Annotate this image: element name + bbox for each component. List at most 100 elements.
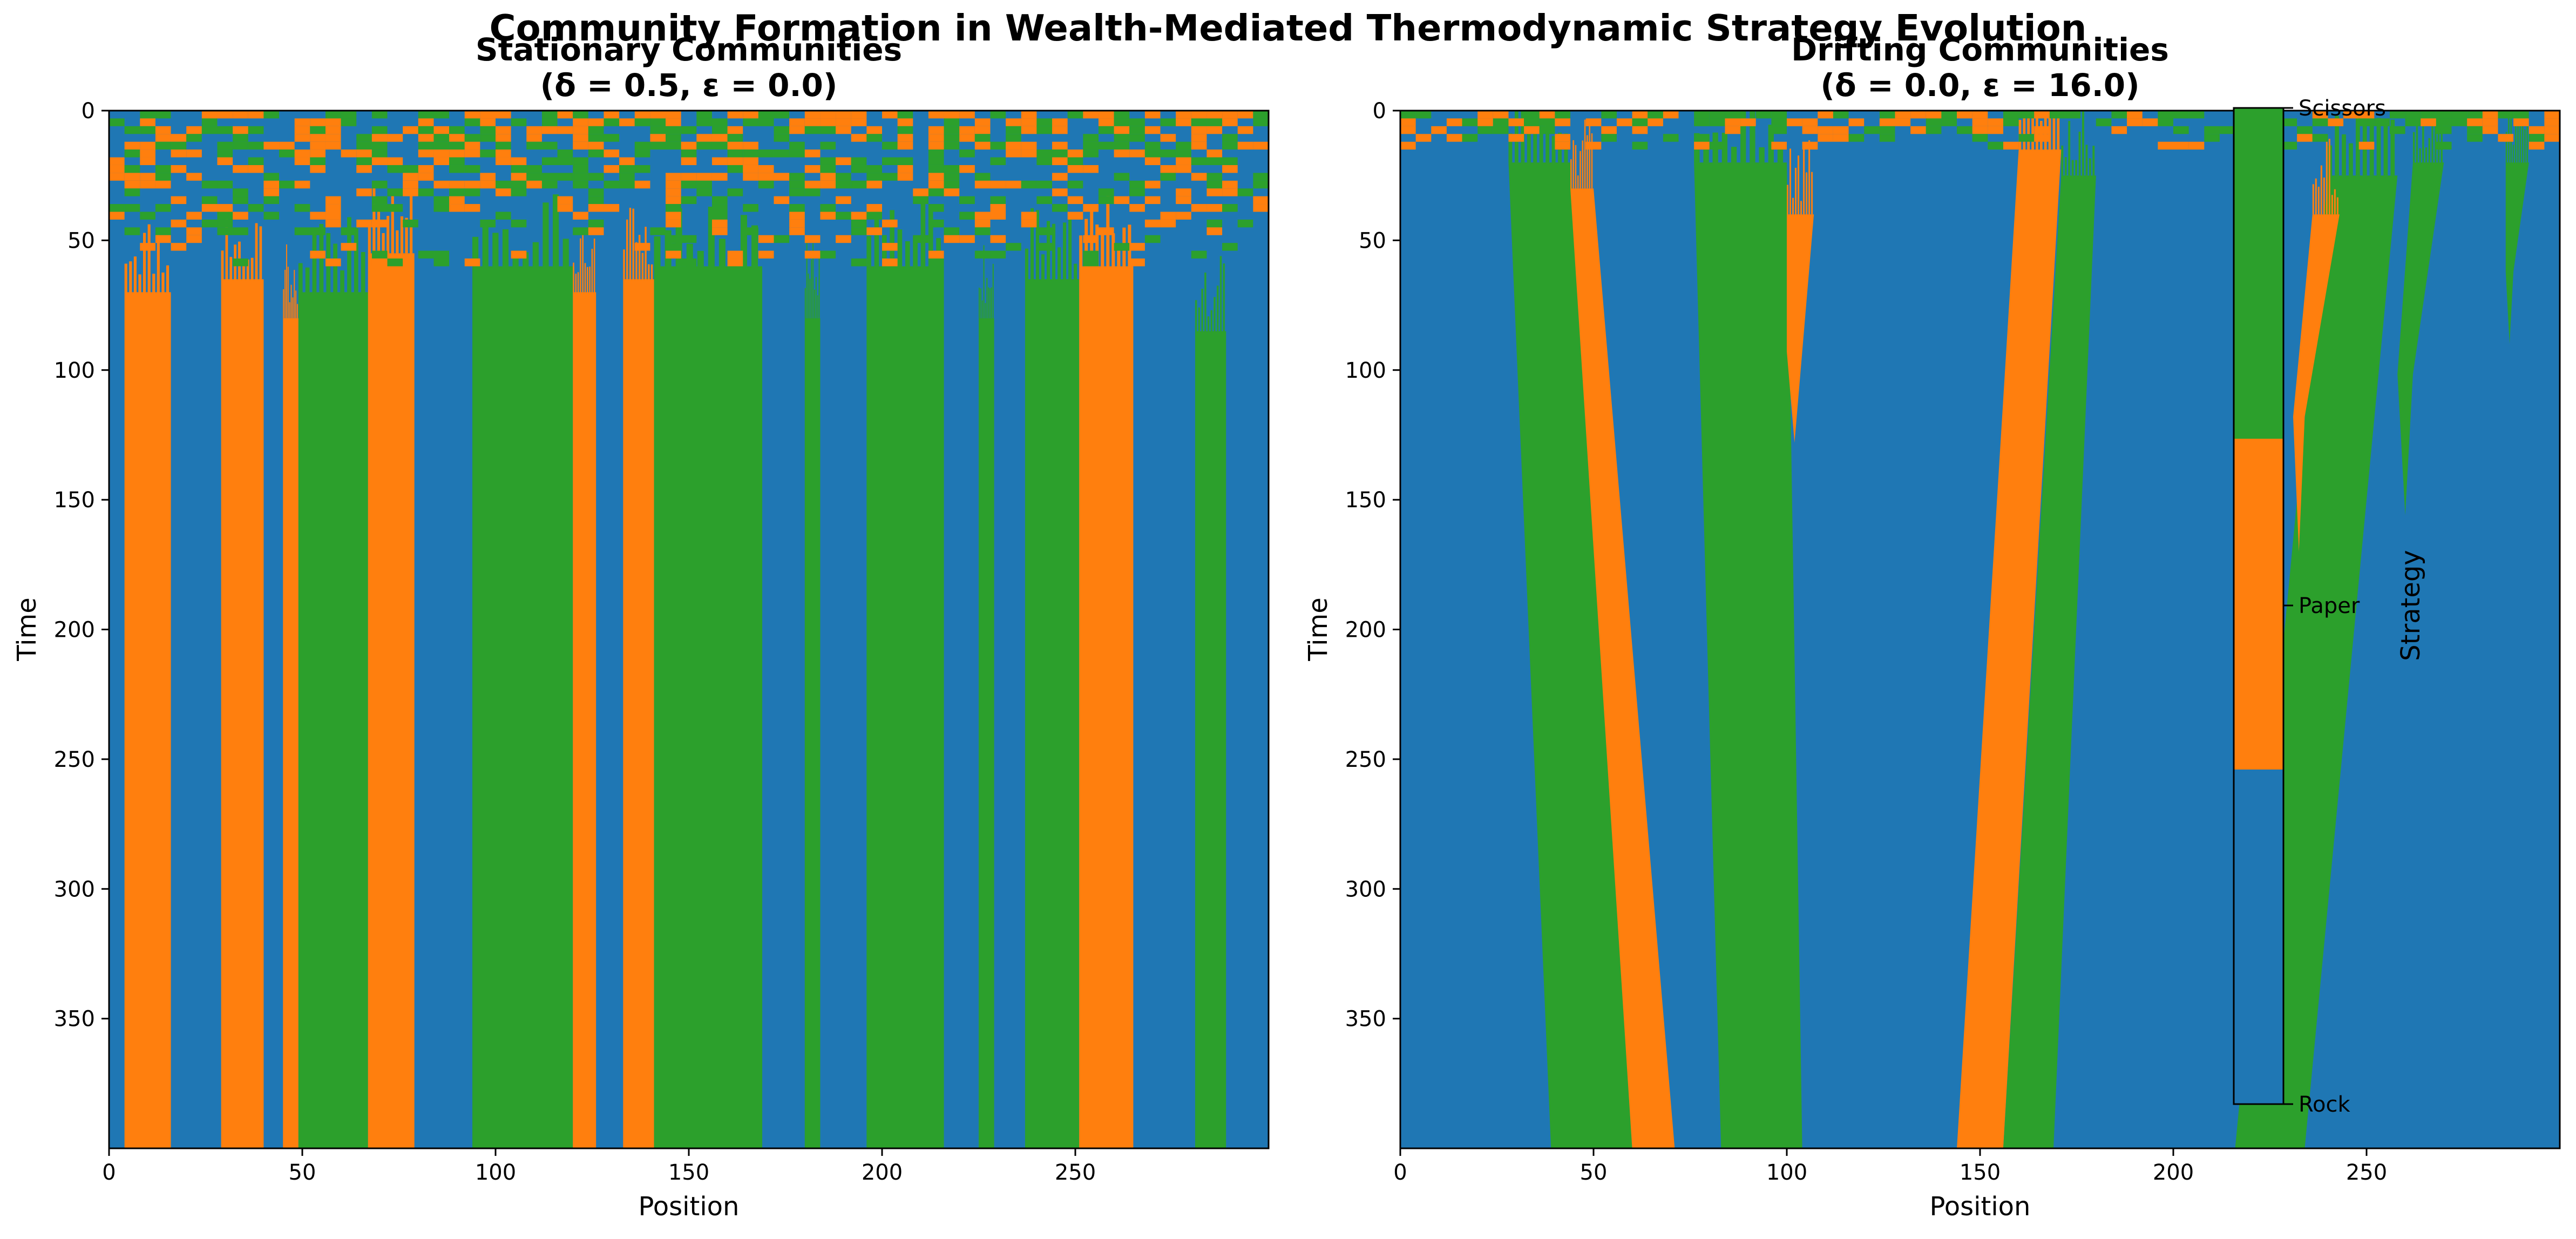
noise-cell [990, 196, 1006, 205]
noise-cell [433, 196, 450, 205]
domain-fringe [591, 249, 593, 292]
noise-cell [944, 235, 960, 243]
noise-cell [1400, 111, 1416, 119]
noise-cell [774, 196, 790, 205]
noise-cell [325, 118, 341, 126]
domain-fringe [577, 272, 579, 292]
noise-cell [496, 157, 511, 165]
noise-cell [1021, 118, 1037, 126]
noise-cell [2297, 126, 2313, 134]
noise-cell [124, 204, 140, 212]
noise-cell [573, 157, 588, 165]
noise-cell [1176, 141, 1191, 150]
noise-cell [897, 118, 913, 126]
noise-cell [171, 165, 187, 173]
left-heatmap-panel: Stationary Communities (δ = 0.5, ε = 0.0… [12, 31, 1270, 1222]
noise-cell [758, 235, 774, 243]
noise-cell [1802, 118, 1818, 126]
noise-cell [1036, 118, 1053, 126]
noise-cell [1114, 141, 1130, 150]
noise-cell [263, 180, 280, 189]
domain-fringe [1572, 140, 1574, 189]
noise-cell [604, 149, 620, 158]
noise-cell [789, 126, 805, 134]
noise-cell [1539, 118, 1555, 126]
noise-cell [1802, 141, 1818, 150]
noise-cell [1114, 149, 1130, 158]
domain-fringe [368, 224, 371, 254]
noise-cell [1771, 118, 1787, 126]
domain-fringe [2526, 111, 2528, 163]
noise-cell [650, 118, 666, 126]
noise-cell [433, 111, 450, 119]
noise-cell [1253, 204, 1269, 212]
noise-cell [1160, 165, 1176, 173]
domain-fringe [1195, 300, 1197, 331]
domain-fringe [2428, 138, 2430, 163]
noise-cell [604, 118, 620, 126]
noise-cell [804, 188, 821, 196]
x-tick-label: 250 [1055, 1160, 1096, 1185]
noise-cell [2467, 118, 2483, 126]
noise-cell [727, 157, 743, 165]
noise-cell [480, 180, 496, 189]
noise-cell [263, 196, 280, 205]
noise-cell [619, 157, 635, 165]
domain-fringe [981, 300, 983, 318]
noise-cell [1222, 188, 1238, 196]
noise-cell [294, 204, 310, 212]
noise-cell [1036, 196, 1053, 205]
noise-cell [1771, 126, 1787, 134]
domain-fringe [1777, 146, 1784, 163]
domain-fringe [295, 290, 297, 318]
noise-cell [2173, 141, 2189, 150]
noise-cell [248, 204, 264, 212]
domain-fringe [979, 288, 980, 318]
noise-cell [341, 118, 357, 126]
noise-cell [233, 188, 248, 196]
noise-cell [1098, 227, 1114, 235]
domain-fringe [1214, 297, 1216, 331]
domain-fringe [225, 207, 228, 280]
domain-fringe [2061, 145, 2064, 176]
noise-cell [1114, 243, 1130, 251]
domain-fringe [654, 236, 661, 267]
noise-cell [836, 111, 851, 119]
noise-cell [1253, 118, 1269, 126]
domain-fringe [1803, 143, 1805, 215]
noise-cell [2436, 111, 2452, 119]
noise-cell [201, 196, 218, 205]
noise-cell [866, 126, 882, 134]
noise-cell [1222, 180, 1238, 189]
noise-cell [356, 188, 372, 196]
domain-fringe [1808, 140, 1811, 215]
noise-cell [711, 173, 728, 181]
noise-cell [356, 219, 372, 228]
noise-cell [248, 141, 264, 150]
noise-cell [897, 126, 913, 134]
y-tick-label: 250 [54, 747, 95, 772]
noise-cell [2421, 118, 2436, 126]
noise-cell [2049, 111, 2065, 119]
noise-cell [1879, 134, 1895, 142]
domain-paper-2 [283, 318, 299, 1148]
noise-cell [1941, 118, 1957, 126]
noise-cell [1052, 118, 1068, 126]
noise-cell [666, 173, 681, 181]
noise-cell [634, 141, 650, 150]
domain-fringe [991, 287, 992, 318]
noise-cell [1818, 134, 1833, 142]
noise-cell [974, 212, 991, 220]
noise-cell [866, 165, 882, 173]
noise-cell [371, 134, 388, 142]
noise-cell [743, 227, 758, 235]
noise-cell [1895, 118, 1911, 126]
noise-cell [1021, 180, 1037, 189]
domain-fringe [2075, 160, 2078, 176]
noise-cell [124, 188, 140, 196]
noise-cell [619, 180, 635, 189]
noise-cell [1052, 126, 1068, 134]
noise-cell [186, 149, 202, 158]
noise-cell [820, 118, 836, 126]
noise-cell [201, 111, 218, 119]
